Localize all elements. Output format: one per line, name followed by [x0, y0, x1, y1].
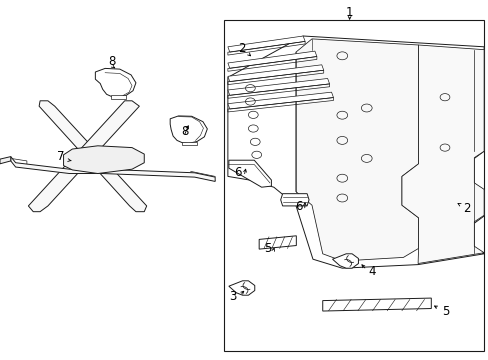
Polygon shape [227, 78, 329, 95]
Polygon shape [322, 298, 430, 311]
Polygon shape [111, 95, 126, 99]
Polygon shape [228, 281, 254, 295]
Polygon shape [227, 36, 305, 52]
Polygon shape [227, 65, 323, 82]
Text: 5: 5 [441, 305, 449, 318]
Text: 5: 5 [264, 242, 271, 255]
Text: 2: 2 [237, 42, 245, 55]
Polygon shape [63, 146, 144, 174]
Polygon shape [227, 36, 483, 268]
Text: 8: 8 [107, 55, 115, 68]
Text: 8: 8 [181, 125, 188, 138]
Polygon shape [228, 160, 271, 187]
Polygon shape [28, 101, 139, 212]
Text: 3: 3 [228, 291, 236, 303]
Polygon shape [259, 236, 296, 249]
Polygon shape [280, 194, 308, 206]
Polygon shape [170, 116, 207, 143]
Text: 2: 2 [462, 202, 470, 215]
Polygon shape [227, 92, 333, 109]
Polygon shape [182, 142, 196, 145]
Polygon shape [0, 157, 11, 164]
Polygon shape [401, 45, 483, 264]
Polygon shape [11, 157, 215, 181]
Text: 1: 1 [345, 6, 353, 19]
Polygon shape [224, 20, 483, 351]
Text: 4: 4 [368, 265, 376, 278]
Polygon shape [39, 101, 146, 212]
Polygon shape [227, 51, 316, 68]
Polygon shape [95, 68, 136, 97]
Polygon shape [332, 254, 358, 268]
Polygon shape [295, 39, 418, 261]
Text: 6: 6 [234, 166, 242, 179]
Text: 7: 7 [57, 150, 65, 163]
Text: 6: 6 [294, 201, 302, 213]
